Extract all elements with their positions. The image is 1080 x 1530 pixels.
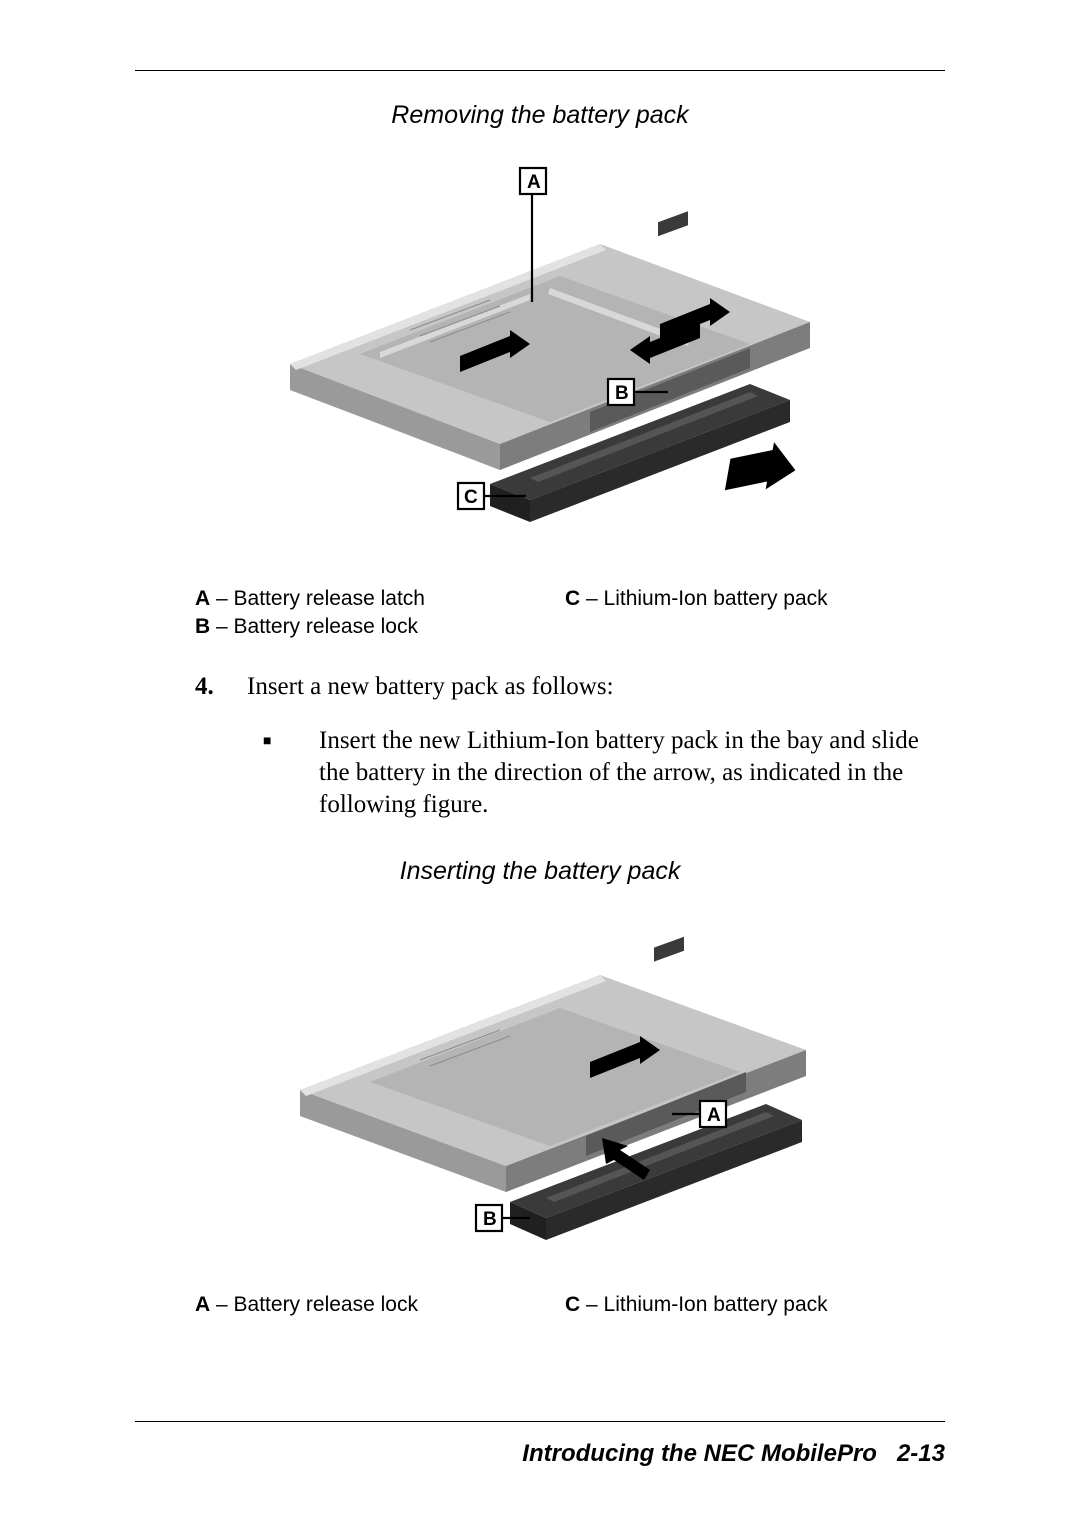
- callout-a-label: A: [527, 172, 541, 193]
- figure2-legend-row1: A – Battery release lock C – Lithium-Ion…: [195, 1293, 945, 1317]
- callout-a-label: A: [707, 1105, 721, 1126]
- legend-key: B: [195, 615, 210, 638]
- bullet-item: ■ Insert the new Lithium-Ion battery pac…: [263, 725, 945, 821]
- figure1-legend-row1: A – Battery release latch C – Lithium-Io…: [195, 587, 945, 611]
- legend-text: Battery release lock: [234, 615, 418, 638]
- legend-text: Battery release lock: [234, 1293, 418, 1316]
- step-text: Insert a new battery pack as follows:: [247, 673, 614, 701]
- step-4: 4. Insert a new battery pack as follows:: [195, 673, 945, 701]
- legend-text: Lithium-Ion battery pack: [604, 587, 828, 610]
- figure1-title: Removing the battery pack: [135, 101, 945, 130]
- bottom-rule: [135, 1421, 945, 1422]
- figure2: A B: [135, 900, 945, 1275]
- legend-key: A: [195, 587, 210, 610]
- figure1: A B C: [135, 144, 945, 569]
- legend-key: C: [565, 1293, 580, 1316]
- bullet-text: Insert the new Lithium-Ion battery pack …: [319, 725, 945, 821]
- step-number: 4.: [195, 673, 247, 701]
- page-footer: Introducing the NEC MobilePro 2-13: [522, 1440, 945, 1468]
- legend-text: Battery release latch: [234, 587, 425, 610]
- manual-page: Removing the battery pack: [0, 0, 1080, 1530]
- legend-text: Lithium-Ion battery pack: [604, 1293, 828, 1316]
- callout-c-label: C: [464, 487, 478, 508]
- footer-page-number: 2-13: [897, 1440, 945, 1467]
- callout-b-label: B: [615, 383, 629, 404]
- callout-b-label: B: [483, 1209, 497, 1230]
- figure1-legend-row2: B – Battery release lock: [195, 615, 945, 639]
- figure2-title: Inserting the battery pack: [135, 857, 945, 886]
- footer-chapter: Introducing the NEC MobilePro: [522, 1440, 877, 1467]
- top-rule: [135, 70, 945, 71]
- legend-key: C: [565, 587, 580, 610]
- legend-key: A: [195, 1293, 210, 1316]
- bullet-marker-icon: ■: [263, 725, 319, 821]
